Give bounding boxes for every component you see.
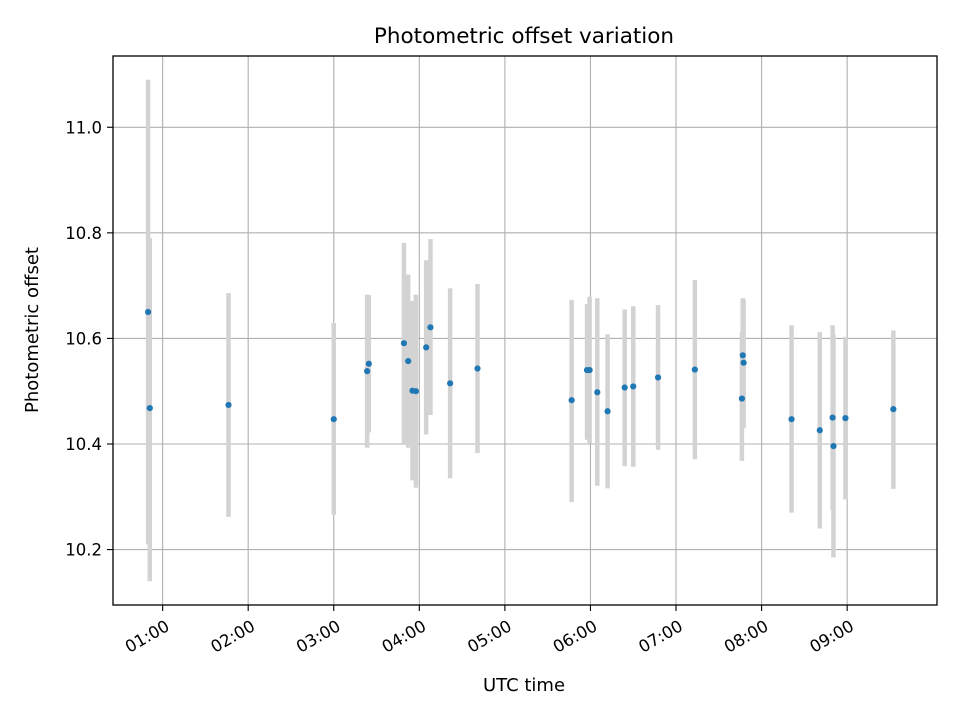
data-point [586,366,593,374]
data-point [630,383,637,390]
data-point [654,374,662,381]
data-point [739,352,746,359]
y-tick-label: 10.2 [65,541,102,560]
y-tick-label: 10.6 [65,329,102,348]
x-tick-label: 03:00 [293,616,344,656]
x-tick-label: 02:00 [208,616,259,656]
data-point [364,368,371,375]
data-point [604,408,611,415]
data-point [427,324,434,331]
data-point [144,308,152,316]
data-point [474,365,481,372]
x-tick-label: 01:00 [122,616,173,656]
data-point [405,358,412,365]
data-point [830,443,837,450]
y-tick-label: 10.8 [65,224,102,243]
data-point [890,406,897,413]
data-point [621,384,628,391]
data-point [691,366,698,373]
data-point [842,415,849,422]
data-point [594,389,601,396]
data-point [412,388,420,395]
grid-lines [113,56,937,605]
x-tick-label: 05:00 [464,616,515,656]
data-point [568,397,575,404]
error-bars [145,79,896,582]
data-point [225,401,232,409]
data-point [829,414,836,421]
data-point [447,380,454,387]
plot-frame [112,55,938,606]
data-point [400,340,408,347]
data-point [740,359,747,366]
x-tick-label: 09:00 [806,616,857,656]
y-axis-ticks: 10.2 10.4 10.6 10.8 11.0 [65,118,113,560]
data-points [144,308,897,450]
data-point [423,344,430,351]
data-point [146,404,153,412]
y-axis-label: Photometric offset [22,247,43,413]
x-tick-label: 06:00 [550,616,601,656]
x-axis-label: UTC time [483,675,565,696]
data-point [330,416,337,423]
data-point [365,360,372,367]
x-tick-label: 04:00 [379,616,430,656]
x-tick-label: 07:00 [635,616,686,656]
data-point [738,395,746,402]
data-point [816,427,823,434]
x-axis-ticks: 01:00 02:00 03:00 04:00 05:00 06:00 07:00 08:00… [122,605,857,657]
data-point [788,416,795,423]
x-tick-label: 08:00 [721,616,772,656]
chart-title: Photometric offset variation [374,24,674,49]
y-tick-label: 10.4 [65,435,102,454]
y-tick-label: 11.0 [65,118,102,137]
